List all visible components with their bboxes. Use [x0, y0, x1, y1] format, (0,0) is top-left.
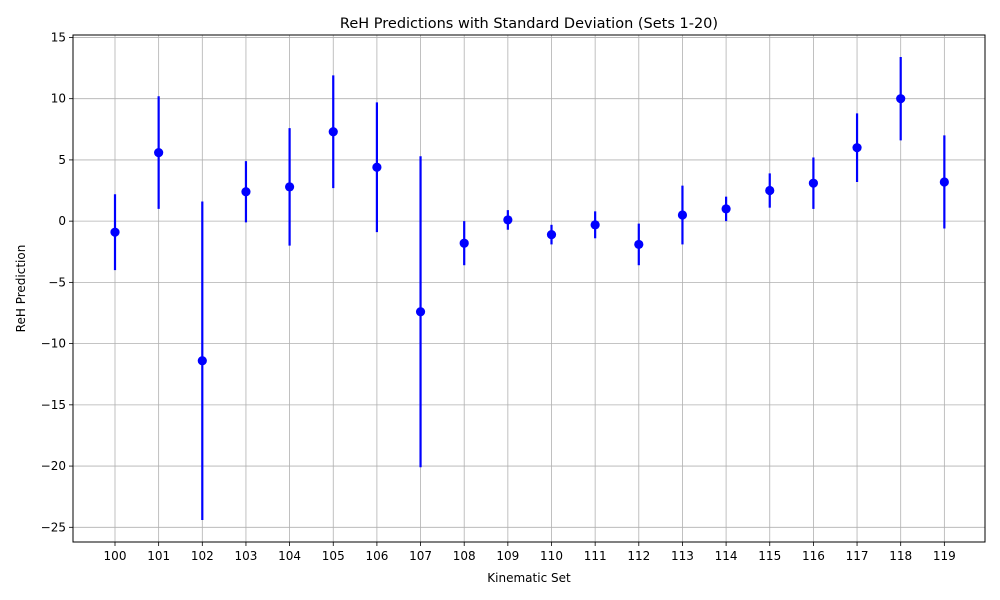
data-point	[808, 178, 819, 188]
x-tick-label: 112	[627, 549, 650, 563]
data-point	[459, 238, 469, 248]
y-tick-label: −5	[48, 275, 66, 289]
x-axis-label: Kinematic Set	[487, 571, 571, 585]
data-point	[852, 143, 862, 153]
x-tick-label: 106	[365, 549, 388, 563]
x-tick-label: 115	[758, 549, 781, 563]
x-tick-label: 109	[496, 549, 519, 563]
data-point	[590, 220, 600, 230]
data-point	[241, 187, 251, 197]
x-tick-label: 117	[846, 549, 869, 563]
x-tick-label: 107	[409, 549, 432, 563]
data-points	[110, 94, 949, 366]
data-point	[546, 230, 557, 240]
x-tick-label: 105	[322, 549, 345, 563]
data-point	[677, 210, 688, 220]
data-point	[328, 127, 338, 137]
chart-title: ReH Predictions with Standard Deviation …	[340, 16, 718, 32]
x-tick-label: 114	[715, 549, 738, 563]
y-axis-label: ReH Prediction	[14, 245, 28, 333]
y-tick-label: −25	[41, 520, 66, 534]
y-tick-label: 10	[51, 92, 66, 106]
data-point	[285, 182, 295, 192]
x-tick-label: 101	[147, 549, 170, 563]
data-point	[372, 162, 382, 172]
x-tick-label: 103	[234, 549, 257, 563]
x-tick-label: 111	[584, 549, 607, 563]
data-point	[154, 147, 164, 158]
x-tick-label: 100	[104, 549, 127, 563]
y-tick-label: 15	[51, 30, 66, 44]
axis-ticks: 100 101 102 103 104 105 106 107 108 109 110 111 112 1…	[41, 30, 956, 563]
x-tick-label: 108	[453, 549, 476, 563]
data-point	[110, 227, 120, 237]
y-tick-label: −20	[41, 459, 66, 473]
plot-frame	[72, 34, 986, 543]
y-tick-label: −10	[41, 337, 66, 351]
x-tick-label: 116	[802, 549, 825, 563]
data-point	[634, 239, 644, 250]
data-point	[721, 204, 731, 214]
x-tick-label: 110	[540, 549, 563, 563]
y-tick-label: 5	[58, 153, 66, 167]
x-tick-label: 118	[889, 549, 912, 563]
y-tick-label: 0	[58, 214, 66, 228]
x-tick-label: 113	[671, 549, 694, 563]
x-tick-label: 119	[933, 549, 956, 563]
data-point	[415, 307, 426, 317]
data-point	[939, 177, 949, 187]
x-tick-label: 104	[278, 549, 301, 563]
data-point	[197, 356, 207, 366]
data-point	[896, 94, 906, 104]
data-point	[503, 215, 513, 225]
data-point	[765, 185, 775, 196]
x-tick-label: 102	[191, 549, 214, 563]
y-tick-label: −15	[41, 398, 66, 412]
